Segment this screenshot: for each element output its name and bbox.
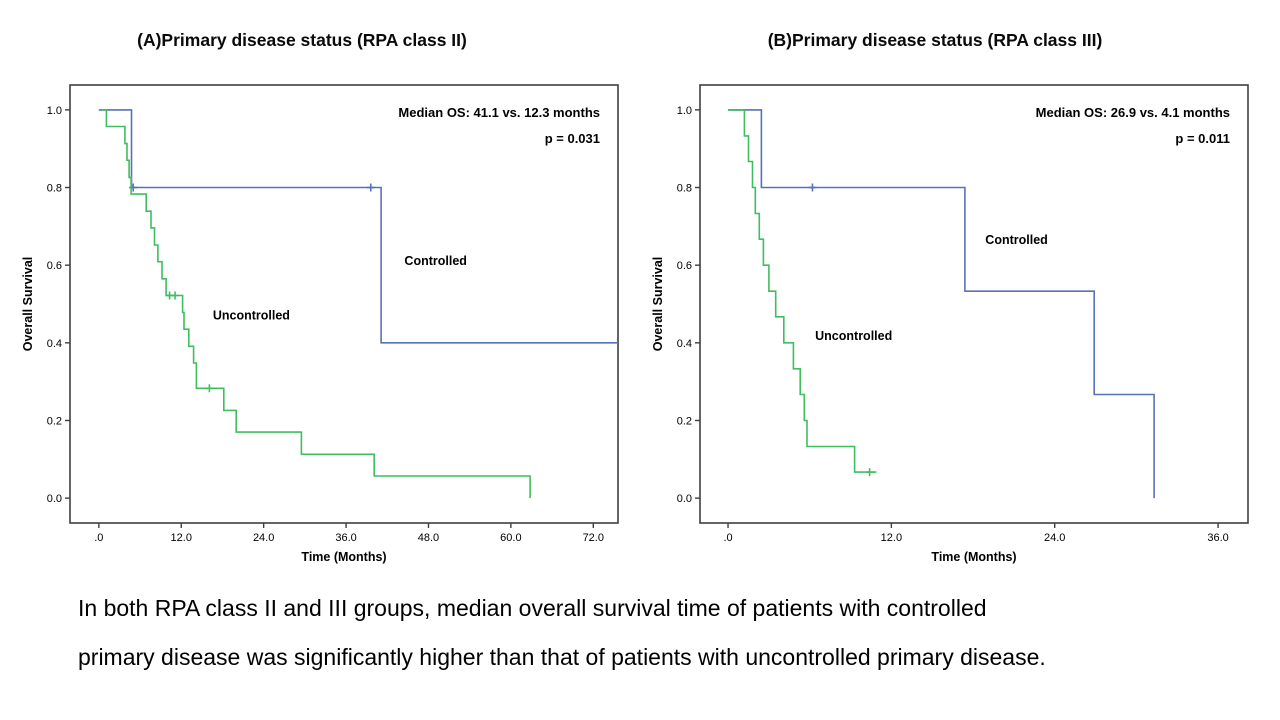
y-tick-label: 1.0	[47, 105, 62, 117]
y-tick-label: 0.0	[677, 493, 692, 505]
x-tick-label: .0	[94, 532, 103, 544]
p-value-annotation: p = 0.031	[545, 131, 600, 146]
x-axis-title: Time (Months)	[931, 550, 1016, 564]
controlled-curve-label: Controlled	[404, 254, 467, 268]
y-tick-label: 0.4	[677, 338, 692, 350]
uncontrolled-curve-label: Uncontrolled	[815, 329, 892, 343]
caption-line-2: primary disease was significantly higher…	[78, 644, 1046, 670]
controlled-curve-label: Controlled	[985, 233, 1048, 247]
x-tick-label: 36.0	[1207, 532, 1228, 544]
x-tick-label: 36.0	[335, 532, 356, 544]
km-chart-panel-a: .0 12.0 24.0 36.0 48.0 60.0 72.0 0.0 0.2 0.4 0.6 0.…	[21, 84, 619, 564]
median-os-annotation: Median OS: 26.9 vs. 4.1 months	[1036, 105, 1230, 120]
x-tick-label: 24.0	[1044, 532, 1065, 544]
controlled-survival-curve	[728, 109, 1155, 499]
uncontrolled-curve-label: Uncontrolled	[213, 309, 290, 323]
y-tick-label: 0.2	[677, 415, 692, 427]
plot-frame	[69, 84, 619, 524]
controlled-survival-curve	[98, 109, 618, 344]
plot-frame	[699, 84, 1249, 524]
panel-a-title: (A)Primary disease status (RPA class II)	[137, 30, 467, 50]
x-tick-label: 12.0	[881, 532, 902, 544]
x-axis-title: Time (Months)	[301, 550, 386, 564]
y-tick-label: 0.0	[47, 493, 62, 505]
panel-b-title: (B)Primary disease status (RPA class III…	[767, 30, 1103, 50]
y-tick-label: 1.0	[677, 105, 692, 117]
median-os-annotation: Median OS: 41.1 vs. 12.3 months	[398, 105, 600, 120]
km-chart-panel-b: .0 12.0 24.0 36.0 0.0 0.2 0.4 0.6 0.8 1.0 Time (Mo…	[651, 84, 1249, 564]
y-tick-label: 0.6	[677, 260, 692, 272]
x-tick-label: 72.0	[583, 532, 604, 544]
y-axis-title: Overall Survival	[21, 257, 35, 352]
x-tick-label: 24.0	[253, 532, 274, 544]
p-value-annotation: p = 0.011	[1175, 131, 1230, 146]
figure-caption: In both RPA class II and III groups, med…	[78, 584, 1218, 682]
caption-line-1: In both RPA class II and III groups, med…	[78, 595, 987, 621]
y-tick-label: 0.8	[677, 183, 692, 195]
y-tick-label: 0.2	[47, 415, 62, 427]
y-tick-label: 0.6	[47, 260, 62, 272]
x-tick-label: 12.0	[171, 532, 192, 544]
y-tick-label: 0.4	[47, 338, 62, 350]
uncontrolled-survival-curve	[728, 109, 877, 473]
uncontrolled-survival-curve	[101, 109, 531, 499]
y-tick-label: 0.8	[47, 183, 62, 195]
y-axis-title: Overall Survival	[651, 257, 665, 352]
x-tick-label: .0	[723, 532, 732, 544]
x-tick-label: 60.0	[500, 532, 521, 544]
x-tick-label: 48.0	[418, 532, 439, 544]
